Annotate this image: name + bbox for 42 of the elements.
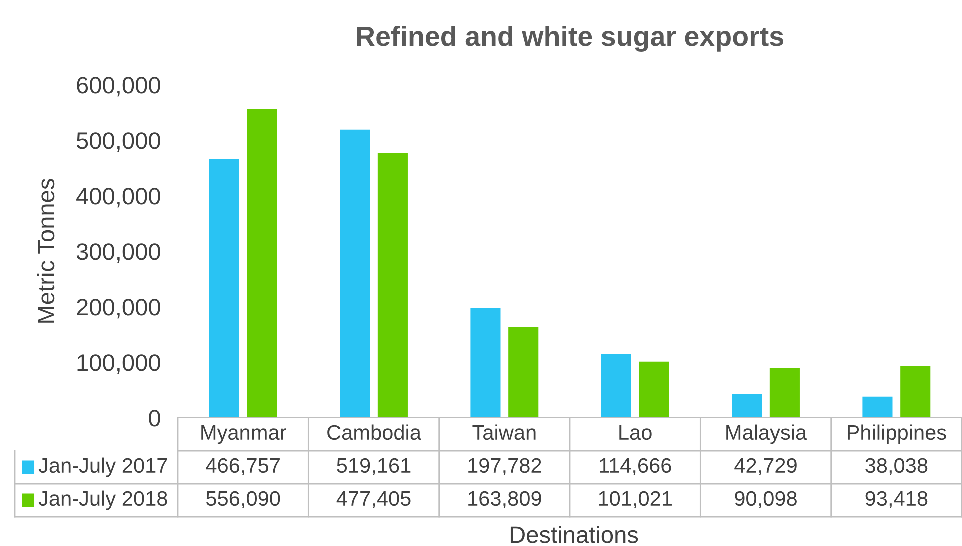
y-tick-label: 600,000 <box>77 77 160 97</box>
y-axis-title: Metric Tonnes <box>37 179 55 323</box>
x-tick-label: Taiwan <box>472 424 536 440</box>
bar <box>247 109 278 418</box>
y-tick-label: 300,000 <box>76 244 160 264</box>
x-tick-label: Myanmar <box>202 426 286 444</box>
data-label: 163,809 <box>468 491 542 509</box>
data-label: 42,729 <box>734 458 797 476</box>
legend-label: Jan-July 2018 <box>38 490 168 510</box>
bar <box>639 362 670 418</box>
legend-label: Jan-July 2017 <box>38 458 168 478</box>
bar <box>470 308 501 418</box>
bar <box>340 130 370 418</box>
data-label: 93,418 <box>866 491 928 509</box>
y-tick-label: 0 <box>149 410 160 427</box>
y-tick-label: 500,000 <box>76 132 160 152</box>
x-tick-label: Malaysia <box>726 424 808 444</box>
x-tick-label: Lao <box>620 426 652 440</box>
y-tick-label: 200,000 <box>77 299 160 319</box>
data-label: 556,090 <box>206 491 280 509</box>
data-label: 477,405 <box>336 491 411 509</box>
bar <box>209 158 240 418</box>
data-label: 90,098 <box>735 491 797 509</box>
data-label: 101,021 <box>599 491 672 509</box>
x-tick-label: Cambodia <box>328 424 422 440</box>
bar <box>508 327 539 418</box>
x-axis-title: Destinations <box>510 526 638 544</box>
data-label: 197,782 <box>468 458 542 476</box>
bar <box>770 368 800 418</box>
bar <box>732 394 762 418</box>
data-label: 466,757 <box>206 458 280 476</box>
bar <box>900 366 931 418</box>
x-tick-label: Philippines <box>848 424 946 444</box>
bar <box>378 153 408 418</box>
data-label: 114,666 <box>600 458 672 476</box>
data-label: 38,038 <box>866 458 928 476</box>
chart-title: Refined and white sugar exports <box>357 26 784 52</box>
y-tick-label: 400,000 <box>76 188 160 208</box>
data-label: 519,161 <box>337 458 411 476</box>
bar <box>862 396 893 418</box>
y-tick-label: 100,000 <box>78 354 160 374</box>
bar <box>601 354 632 418</box>
